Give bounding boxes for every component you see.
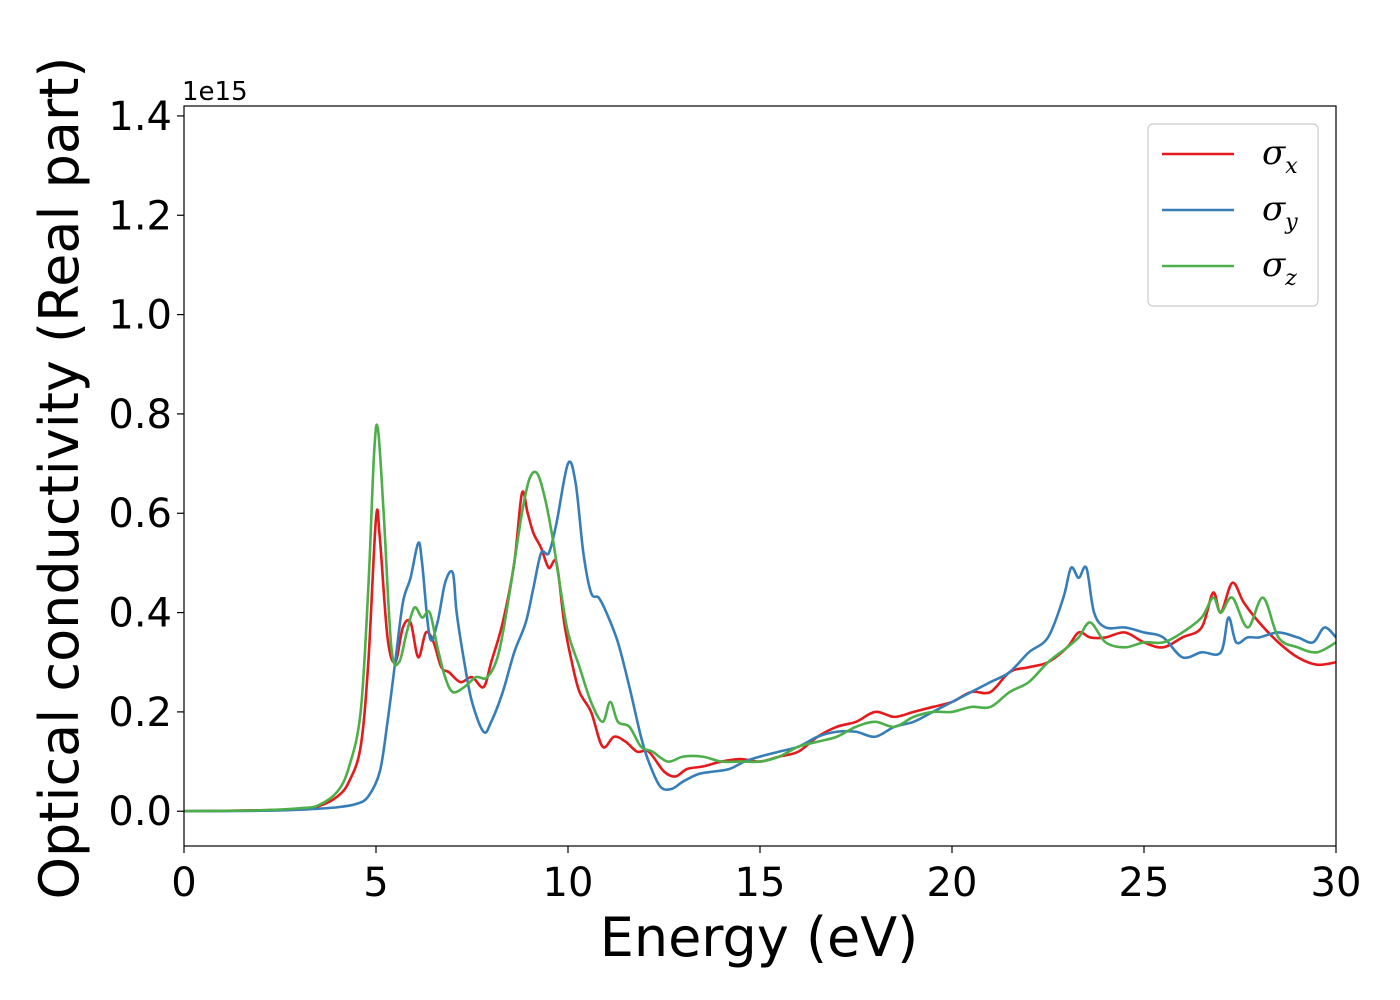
legend-box [1147,123,1319,307]
x-tick-label: 10 [543,860,594,906]
x-tick-label: 25 [1119,860,1170,906]
x-tick-label: 0 [171,860,196,906]
y-tick-label: 0.6 [108,491,172,537]
series-line-sigma-y [184,460,1336,813]
series-line-sigma-z [184,423,1336,813]
x-axis-ticks: 0 5 10 15 20 25 30 [171,846,1361,906]
y-tick-label: 1.2 [108,193,172,239]
x-tick-label: 15 [735,860,786,906]
x-tick-label: 20 [927,860,978,906]
y-tick-label: 1.4 [108,94,172,140]
y-tick-label: 0.8 [108,392,172,438]
x-tick-label: 5 [363,860,388,906]
x-axis-label: Energy (eV) [600,906,919,969]
series-layer [184,423,1336,813]
y-axis-ticks: 0.0 0.2 0.4 0.6 0.8 1.0 1.2 1.4 [108,94,184,835]
series-line-sigma-x [184,490,1336,813]
y-offset-label: 1e15 [182,77,248,107]
y-axis-label: Optical conductivity (Real part) [28,57,91,900]
y-tick-label: 0.0 [108,789,172,835]
x-tick-label: 30 [1311,860,1362,906]
y-tick-label: 0.2 [108,690,172,736]
y-tick-label: 1.0 [108,293,172,339]
y-tick-label: 0.4 [108,591,172,637]
